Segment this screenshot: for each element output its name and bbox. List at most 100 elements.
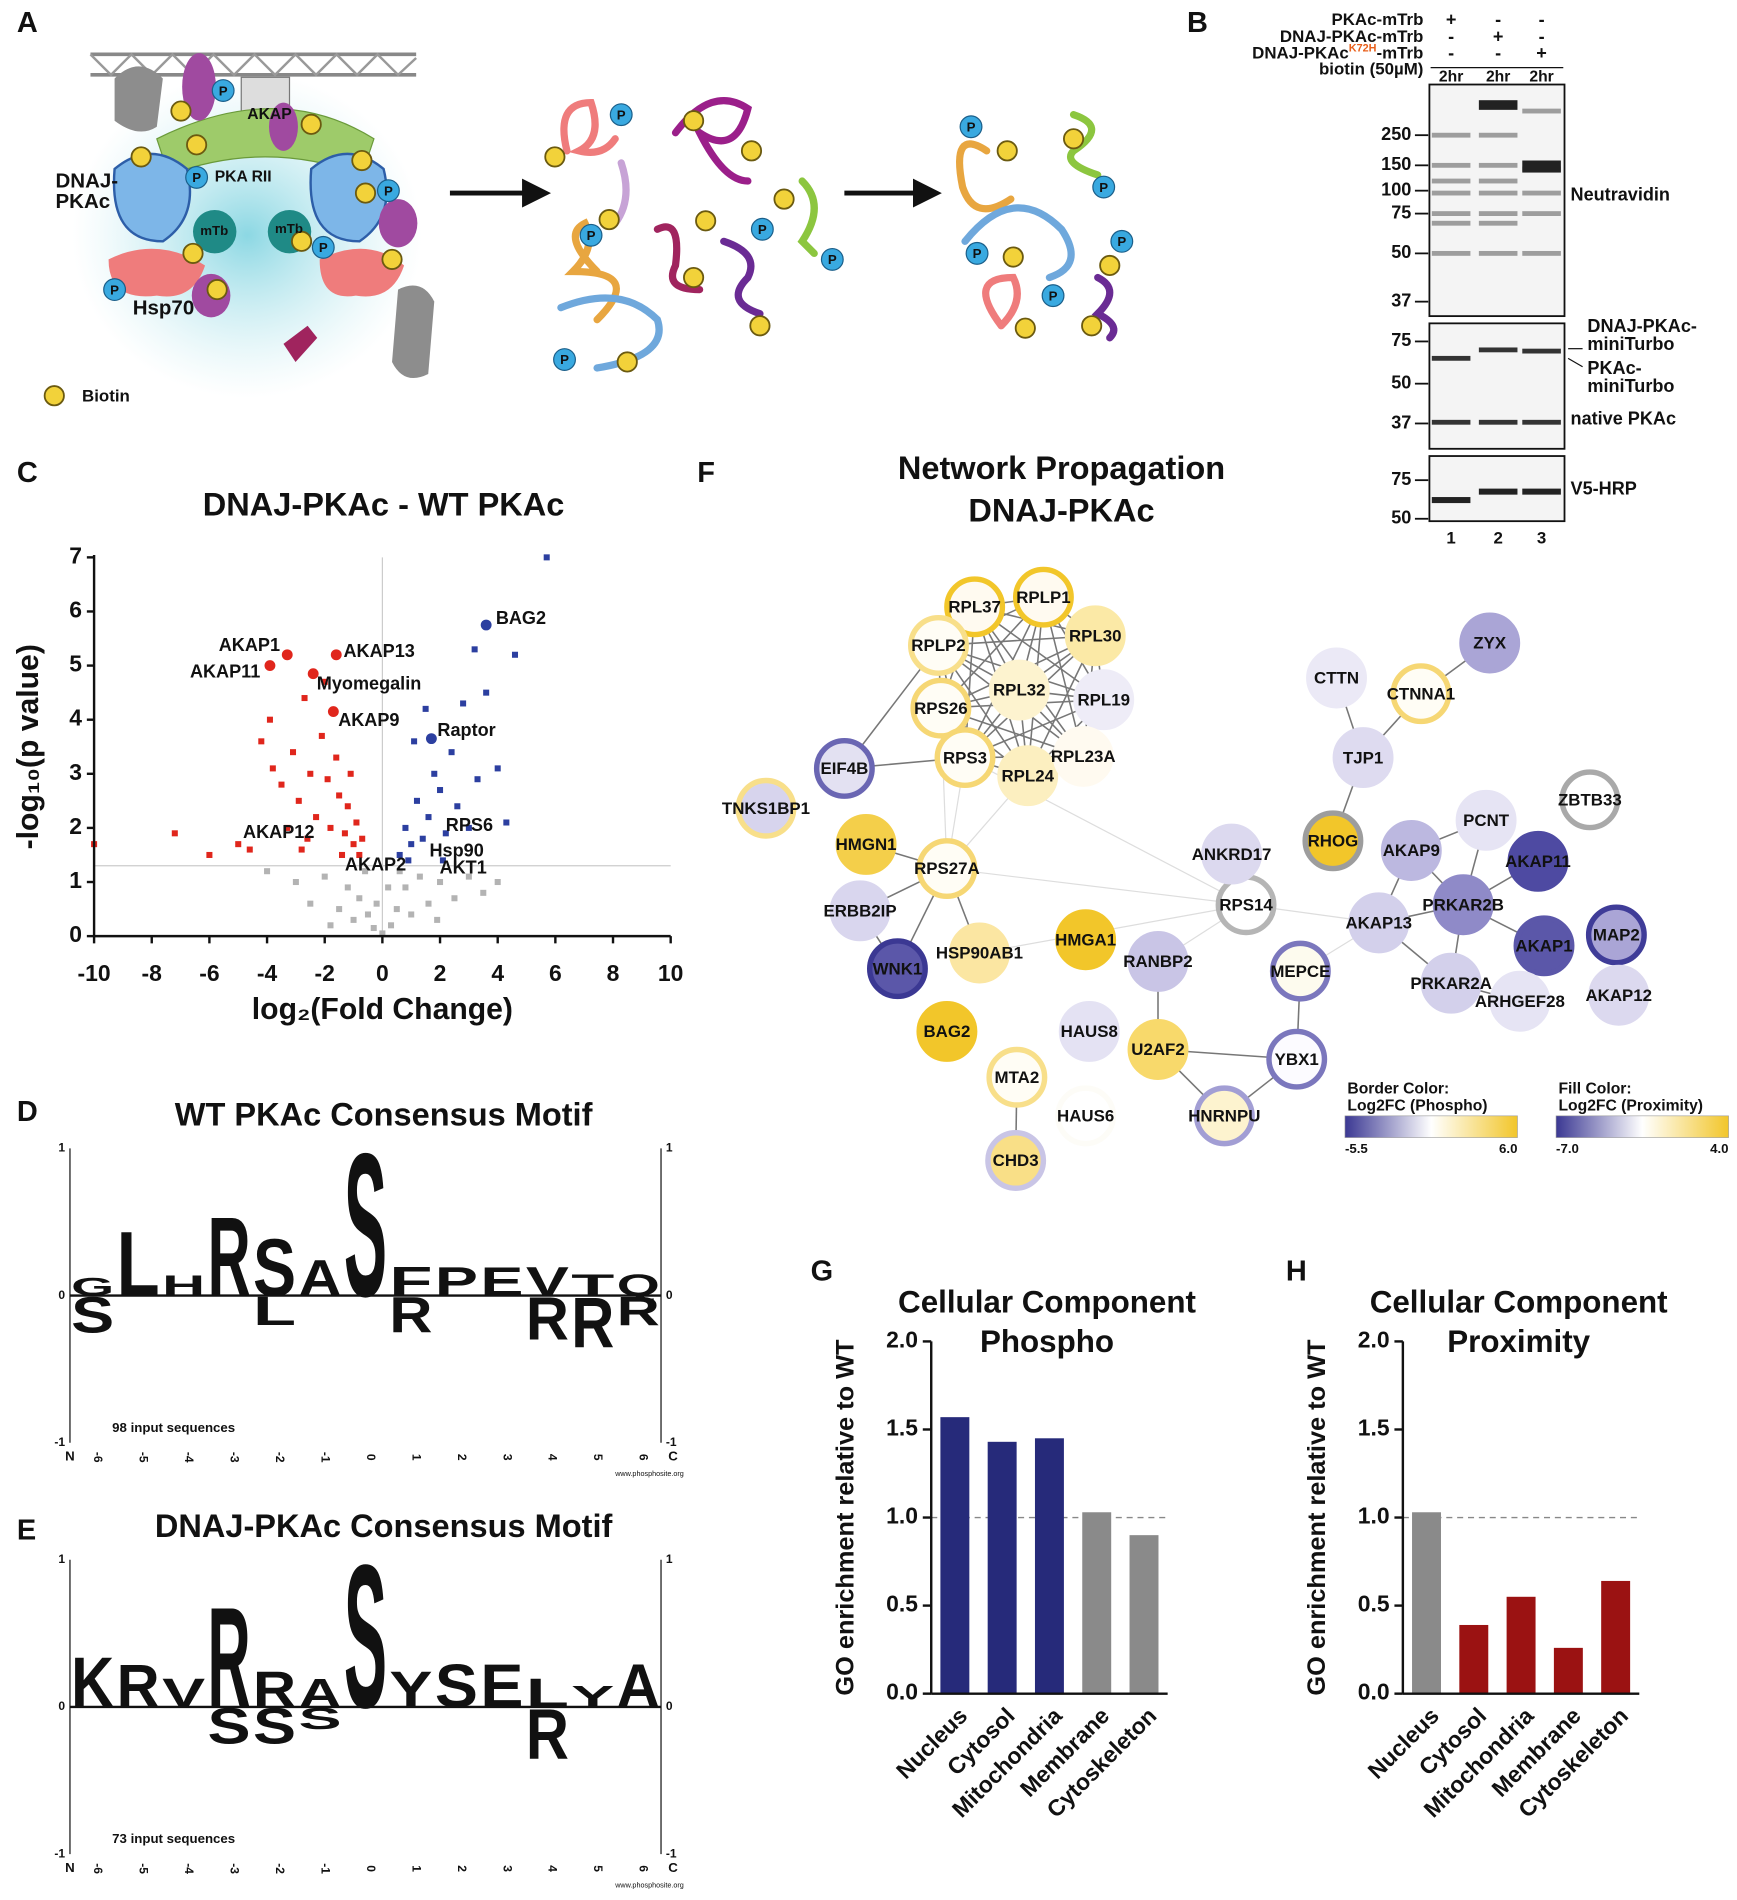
logo-position: -4 — [182, 1452, 196, 1463]
biotin-icon — [300, 113, 322, 135]
phospho-label: P — [192, 170, 201, 185]
substrate — [283, 325, 318, 362]
logo-letter: V — [526, 1259, 569, 1305]
band — [1478, 211, 1518, 216]
y-axis-label: GO enrichment relative to WT — [831, 1339, 859, 1696]
band — [1522, 488, 1561, 495]
biotin-legend-label: Biotin — [82, 386, 130, 405]
chart-title: Phospho — [980, 1324, 1114, 1359]
point — [405, 857, 412, 864]
logo-letter: K — [71, 1643, 114, 1723]
bar — [940, 1417, 970, 1694]
point — [327, 824, 334, 831]
point — [373, 900, 380, 907]
band — [1478, 250, 1518, 256]
logo-position: -4 — [182, 1863, 196, 1874]
phospho-icon — [750, 217, 774, 241]
point — [327, 922, 334, 929]
bar — [1506, 1596, 1536, 1694]
x-tick-label: -6 — [199, 960, 219, 986]
band — [1431, 162, 1471, 168]
y-tick-label: 0.0 — [886, 1679, 918, 1705]
mw-marker: 37 — [1391, 290, 1411, 310]
blot-label: V5-HRP — [1571, 479, 1637, 499]
point — [284, 824, 291, 831]
chart-title: Proximity — [1447, 1324, 1590, 1359]
lane-label: 1 — [1446, 529, 1455, 548]
x-tick-label: -10 — [78, 960, 111, 986]
peptide — [1067, 111, 1102, 179]
node-label: ARHGEF28 — [1475, 992, 1565, 1011]
pointer — [1567, 357, 1583, 368]
phospho-label: P — [617, 107, 626, 122]
logo-position: -6 — [91, 1863, 105, 1874]
y-tick-label: 5 — [69, 651, 82, 677]
phospho-label: P — [973, 246, 982, 261]
node — [1012, 566, 1074, 628]
panel-letter: D — [17, 1096, 38, 1128]
node-label: TJP1 — [1343, 748, 1383, 767]
point — [543, 554, 550, 561]
point — [419, 835, 426, 842]
node — [1193, 1085, 1255, 1147]
point-label: BAG2 — [496, 608, 546, 628]
peptide — [956, 140, 1015, 213]
logo-position: 4 — [546, 1454, 560, 1461]
logo-position: 5 — [591, 1454, 605, 1461]
logo-letter: Y — [571, 1680, 614, 1714]
peptide — [1091, 273, 1118, 342]
node-label: RPLP1 — [1016, 588, 1070, 607]
biotin-icon — [1063, 128, 1085, 150]
point — [413, 797, 420, 804]
condition-sign: + — [1493, 26, 1504, 46]
phospho-label: P — [1117, 234, 1126, 249]
phospho-icon — [1041, 284, 1065, 308]
point — [511, 651, 519, 658]
node-label: CTTN — [1314, 669, 1359, 688]
biotin-icon — [182, 242, 204, 264]
y-tick-label: 1.0 — [1358, 1503, 1390, 1529]
point — [356, 895, 363, 902]
lane-label: 3 — [1537, 529, 1546, 548]
biotin-icon — [186, 134, 208, 156]
phospho-label: P — [758, 222, 767, 237]
node — [1459, 612, 1521, 674]
logo-letter: R — [526, 1284, 569, 1353]
logo-letter: S — [344, 1112, 387, 1340]
node-label: HAUS6 — [1057, 1107, 1114, 1126]
peptide — [982, 273, 1021, 330]
panel-letter: C — [17, 457, 38, 489]
node — [1266, 1028, 1328, 1090]
point — [422, 705, 429, 712]
mw-marker: 150 — [1381, 154, 1411, 174]
x-tick-label: 10 — [658, 960, 683, 986]
phospho-icon — [965, 241, 989, 265]
logo-letter: S — [344, 1523, 387, 1751]
logo-position: -1 — [318, 1863, 332, 1874]
akap-label: AKAP — [247, 106, 291, 123]
node-label: YBX1 — [1275, 1050, 1319, 1069]
point — [503, 819, 510, 826]
logo-axis-label: -1 — [54, 1435, 65, 1449]
node-label: WNK1 — [873, 959, 923, 978]
logo-letter: R — [117, 1651, 160, 1720]
node — [813, 738, 875, 799]
point — [235, 841, 242, 848]
mw-marker: 75 — [1391, 202, 1411, 222]
logo-source: www.phosphosite.org — [614, 1469, 684, 1478]
logo-title: DNAJ-PKAc Consensus Motif — [155, 1508, 613, 1544]
logo-letter: R — [571, 1283, 614, 1363]
node — [1559, 769, 1621, 831]
node — [1052, 725, 1114, 787]
logo-letter: S — [71, 1286, 114, 1343]
point — [336, 906, 343, 913]
point — [344, 884, 351, 891]
time-label: 2hr — [1486, 68, 1510, 85]
panel-letter: A — [17, 7, 38, 39]
point — [408, 911, 415, 918]
node — [985, 1130, 1047, 1191]
node — [1127, 931, 1189, 992]
node — [1058, 1000, 1120, 1062]
x-tick-label: 2 — [434, 960, 447, 986]
logo-letter: Q — [617, 1269, 660, 1303]
